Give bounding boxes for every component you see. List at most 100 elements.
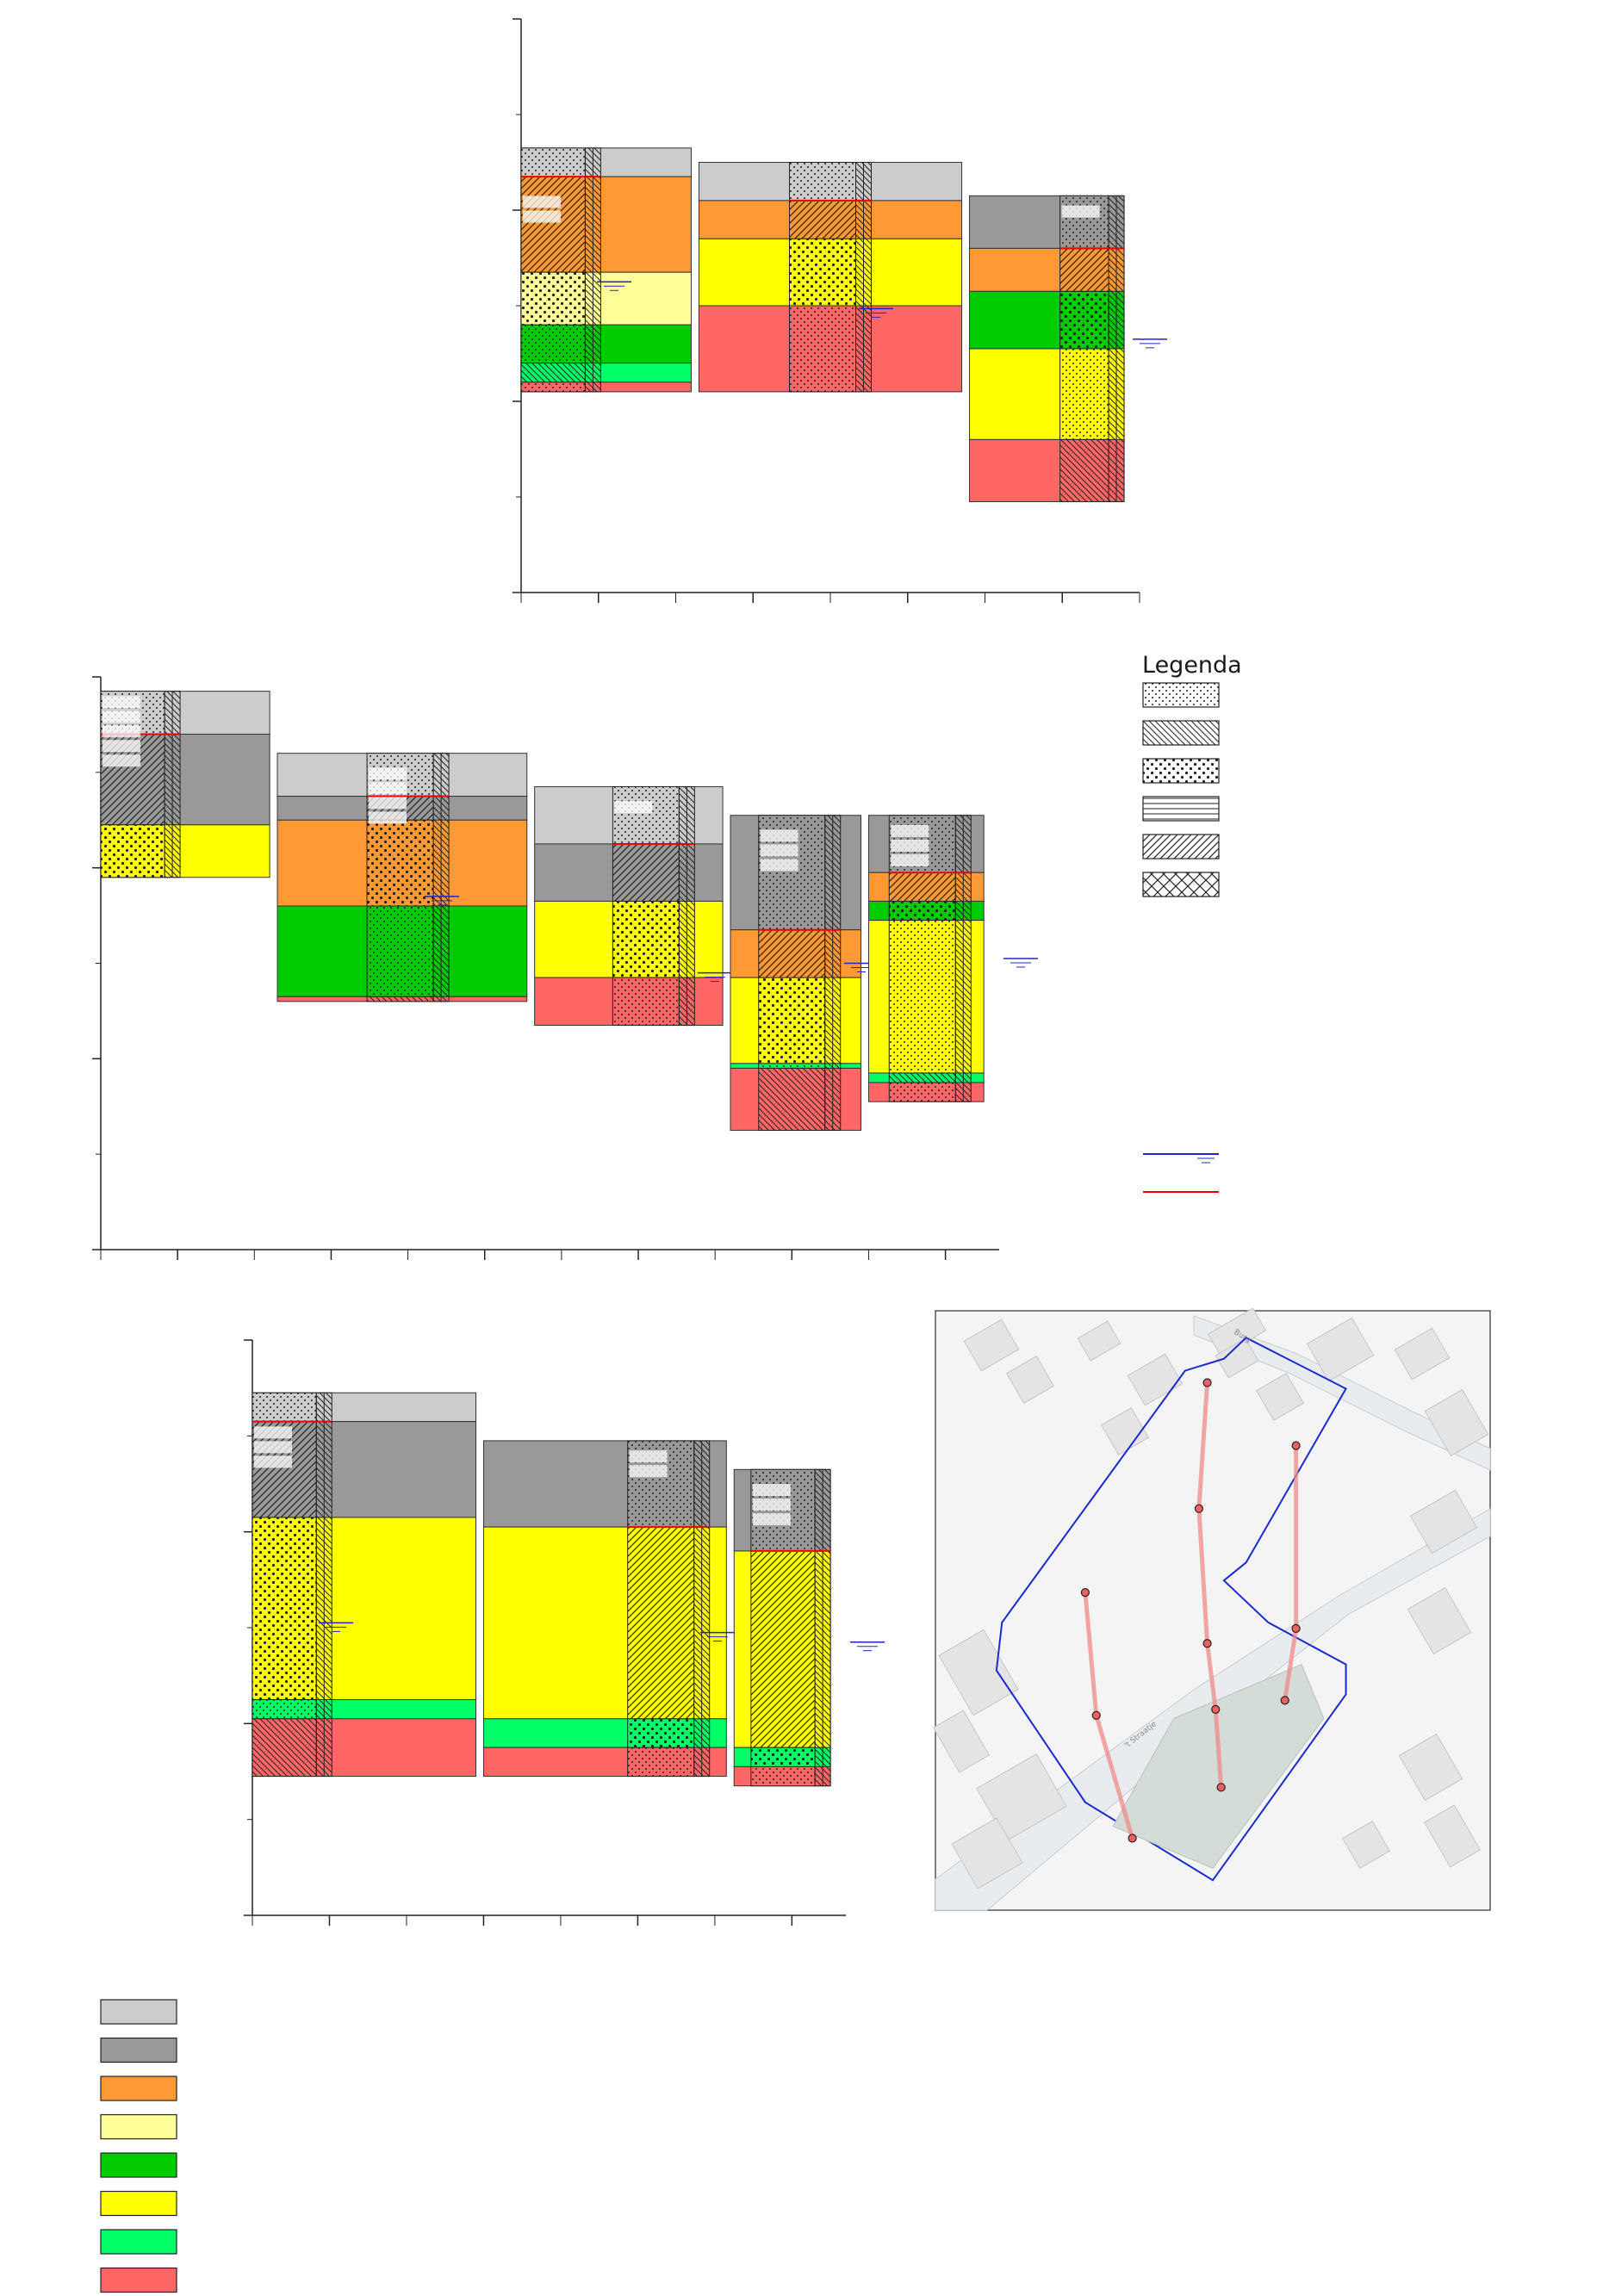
tag-bg xyxy=(369,797,407,810)
core-pattern xyxy=(750,1550,816,1748)
map-boreholes xyxy=(1080,1378,1301,1843)
tag-bg xyxy=(752,1499,791,1511)
tag-bg xyxy=(369,782,407,795)
section-line xyxy=(1196,1382,1210,1509)
core-pattern xyxy=(520,176,586,273)
unit-swatch-eolisch xyxy=(100,2113,177,2140)
tag-bg xyxy=(369,767,407,780)
legend-pattern-grind xyxy=(1142,758,1220,784)
borehole-point xyxy=(1091,1710,1101,1720)
borehole-point xyxy=(1202,1639,1212,1648)
building xyxy=(951,1817,1023,1890)
borehole-point xyxy=(1202,1378,1212,1387)
unit-swatch-bedding xyxy=(100,2267,177,2293)
legend-pattern-klei xyxy=(1142,834,1220,859)
core-pattern xyxy=(789,162,856,202)
tag-bg xyxy=(752,1513,791,1526)
unit-swatch-woongrond xyxy=(100,2037,177,2063)
borehole-9 xyxy=(730,815,879,1131)
core-pattern xyxy=(520,147,586,177)
building xyxy=(1424,1388,1489,1457)
borehole-point xyxy=(1128,1834,1137,1843)
core-pattern xyxy=(1059,438,1109,503)
tag-bg xyxy=(760,859,798,872)
tag-bg xyxy=(629,1465,668,1478)
section-line xyxy=(1094,1715,1135,1840)
core-pattern xyxy=(758,1067,826,1131)
core-pattern xyxy=(789,200,856,239)
tag-bg xyxy=(254,1426,292,1439)
building xyxy=(1255,1372,1305,1422)
section-line xyxy=(1205,1642,1218,1710)
unit-swatch-rivierduin xyxy=(100,2190,177,2217)
core-pattern xyxy=(252,1699,317,1720)
core-pattern xyxy=(520,382,586,393)
core-pattern xyxy=(888,920,956,1074)
legend-pattern-geen xyxy=(1142,872,1220,897)
tag-bg xyxy=(752,1484,791,1497)
core-pattern xyxy=(1059,195,1109,249)
section-line xyxy=(1213,1709,1224,1788)
borehole-point xyxy=(1291,1623,1301,1633)
tag-bg xyxy=(891,853,929,866)
borehole-1 xyxy=(100,691,270,878)
building xyxy=(1306,1317,1375,1382)
section-c-chart xyxy=(244,1339,885,1926)
core-pattern xyxy=(612,977,680,1027)
location-map: 't Straatje Burg xyxy=(932,1307,1491,1911)
tag-bg xyxy=(103,754,140,767)
tag-bg xyxy=(254,1441,292,1454)
borehole-point xyxy=(1211,1704,1221,1714)
core-pattern xyxy=(789,238,856,307)
tag-bg xyxy=(891,839,929,852)
borehole-4 xyxy=(520,147,692,393)
building xyxy=(1005,1355,1055,1405)
core-pattern xyxy=(520,363,586,383)
borehole-3 xyxy=(276,753,528,1002)
unit-swatch-koma xyxy=(100,2152,177,2178)
unit-swatch-omgewerkt xyxy=(100,1999,177,2025)
building xyxy=(1127,1353,1184,1406)
section-line xyxy=(1196,1508,1210,1644)
section-a-chart xyxy=(513,18,1167,603)
core-pattern xyxy=(888,872,956,902)
core-pattern xyxy=(758,1063,826,1069)
legend-pattern-veen xyxy=(1142,796,1220,822)
core-pattern xyxy=(1059,290,1109,350)
borehole-6 xyxy=(698,162,963,393)
core-pattern xyxy=(888,1072,956,1083)
borehole-7 xyxy=(482,1440,735,1778)
core-pattern xyxy=(366,819,434,907)
tag-bg xyxy=(523,210,561,223)
building xyxy=(938,1629,1019,1716)
lithology-legend: Legenda xyxy=(1142,652,1242,1193)
borehole-5 xyxy=(534,785,732,1027)
core-pattern xyxy=(520,271,586,326)
core-pattern xyxy=(750,1747,816,1767)
tag-bg xyxy=(523,195,561,208)
core-pattern xyxy=(252,1517,317,1701)
building xyxy=(1100,1406,1150,1456)
core-pattern xyxy=(366,905,434,997)
borehole-11 xyxy=(969,195,1167,503)
core-pattern xyxy=(520,324,586,364)
legend-pattern-zand xyxy=(1142,682,1220,708)
tag-bg xyxy=(369,811,407,824)
building xyxy=(1394,1327,1451,1381)
core-pattern xyxy=(627,1747,695,1778)
core-pattern xyxy=(252,1718,317,1778)
borehole-point xyxy=(1280,1696,1289,1705)
tag-bg xyxy=(103,711,140,723)
borehole-8 xyxy=(733,1468,885,1787)
section-line xyxy=(1283,1628,1299,1701)
tag-bg xyxy=(629,1450,668,1463)
core-pattern xyxy=(100,824,165,878)
core-pattern xyxy=(612,785,680,845)
core-pattern xyxy=(789,305,856,393)
legend-title: Legenda xyxy=(1142,652,1242,679)
building xyxy=(963,1319,1020,1372)
borehole-point xyxy=(1216,1783,1226,1792)
building xyxy=(1077,1320,1121,1362)
core-pattern xyxy=(612,900,680,978)
